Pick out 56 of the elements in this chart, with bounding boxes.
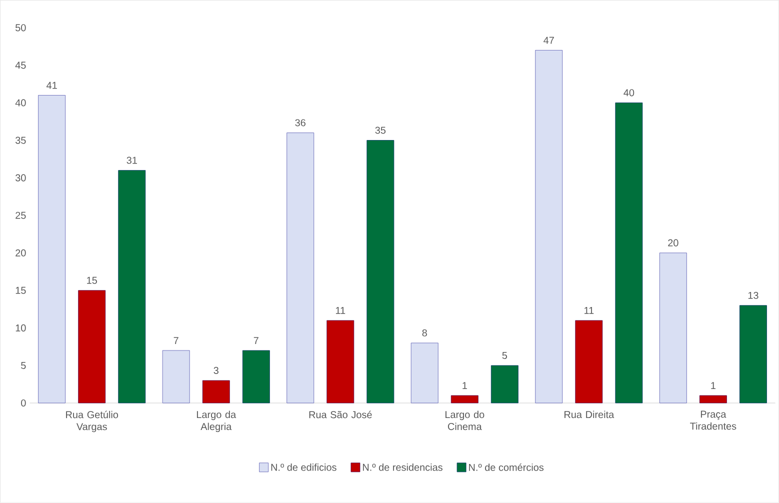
bar bbox=[202, 380, 230, 404]
data-label: 7 bbox=[174, 337, 178, 344]
data-label: 11 bbox=[584, 307, 594, 314]
x-tick-label: Largo da Alegria bbox=[196, 410, 236, 432]
x-tick-label: Rua São José bbox=[309, 410, 372, 418]
bar bbox=[242, 350, 270, 404]
y-tick-label: 35 bbox=[15, 136, 26, 144]
bar bbox=[286, 132, 314, 404]
bar bbox=[615, 102, 643, 404]
y-tick-label: 10 bbox=[16, 324, 26, 332]
legend-label: N.º de comércios bbox=[469, 464, 544, 472]
legend-label: N.º de edificios bbox=[271, 464, 336, 471]
data-label: 8 bbox=[422, 329, 427, 337]
y-tick-label: 45 bbox=[15, 62, 26, 69]
data-label: 20 bbox=[668, 239, 678, 246]
data-label: 40 bbox=[624, 89, 634, 96]
x-tick-label: Rua Getúlio Vargas bbox=[66, 410, 118, 432]
bar bbox=[490, 365, 518, 404]
x-tick-label: Praça Tiradentes bbox=[690, 410, 736, 430]
x-tick-label: Rua Direita bbox=[564, 410, 614, 418]
data-label: 15 bbox=[87, 277, 97, 284]
data-label: 7 bbox=[254, 337, 258, 344]
bar bbox=[575, 320, 603, 404]
data-label: 1 bbox=[711, 382, 716, 390]
y-tick-label: 0 bbox=[21, 400, 26, 407]
y-tick-label: 20 bbox=[16, 249, 26, 257]
y-tick-label: 40 bbox=[15, 99, 26, 106]
bar bbox=[535, 50, 563, 404]
bar bbox=[118, 170, 146, 404]
y-tick-label: 5 bbox=[21, 362, 26, 370]
y-tick-label: 30 bbox=[15, 174, 26, 182]
x-tick-label: Largo do Cinema bbox=[446, 410, 484, 430]
data-label: 41 bbox=[46, 82, 57, 89]
bar bbox=[699, 395, 727, 404]
bar bbox=[739, 305, 767, 404]
bar bbox=[38, 95, 66, 404]
data-label: 5 bbox=[502, 352, 508, 360]
data-label: 36 bbox=[295, 119, 306, 126]
bar bbox=[410, 342, 438, 404]
data-label: 47 bbox=[544, 36, 554, 44]
bar bbox=[162, 350, 190, 404]
bar bbox=[78, 290, 106, 404]
y-tick-label: 15 bbox=[16, 287, 26, 294]
data-label: 11 bbox=[336, 307, 346, 314]
y-tick-label: 25 bbox=[16, 212, 26, 219]
bar bbox=[366, 140, 394, 404]
bar bbox=[326, 320, 354, 404]
bar bbox=[659, 252, 687, 404]
data-label: 31 bbox=[126, 156, 137, 164]
data-label: 1 bbox=[462, 382, 467, 390]
data-label: 3 bbox=[214, 367, 218, 374]
bar bbox=[450, 395, 478, 404]
legend-label: N.º de residencias bbox=[362, 464, 442, 471]
y-tick-label: 50 bbox=[16, 24, 26, 32]
data-label: 13 bbox=[748, 292, 758, 300]
data-label: 35 bbox=[375, 126, 386, 134]
